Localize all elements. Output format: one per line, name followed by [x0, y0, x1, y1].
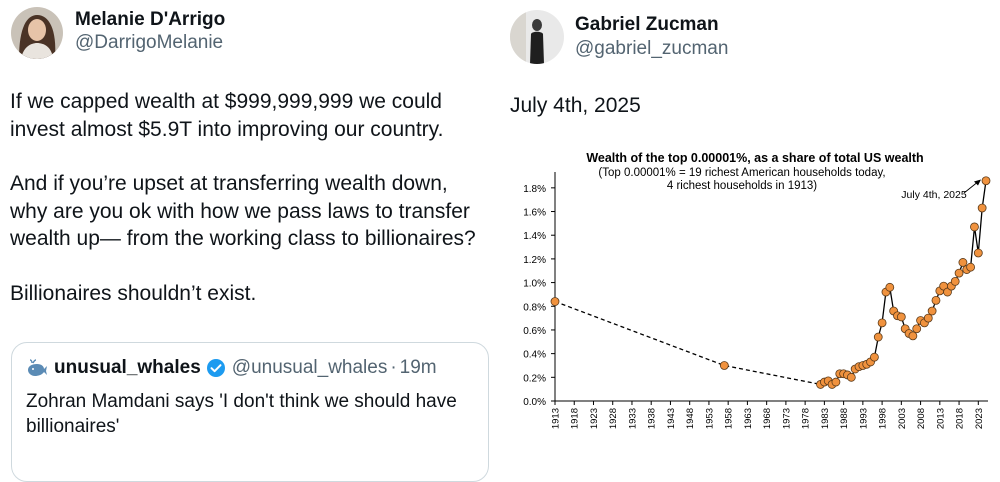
separator-dot: · — [390, 357, 397, 378]
y-tick-label: 0.2% — [523, 373, 546, 384]
y-tick-label: 1.0% — [523, 279, 546, 290]
chart-subtitle: 4 richest households in 1913) — [667, 180, 817, 192]
data-point — [877, 318, 887, 328]
y-axis-ticks: 0.0% 0.2% 0.4% 0.6% 0.8% 1.0% 1.2% 1.4% 1.6% 1.8% — [523, 184, 555, 408]
data-point — [970, 222, 979, 232]
series-lines — [554, 180, 987, 386]
x-tick-label: 1943 — [666, 408, 677, 429]
data-point — [958, 258, 968, 267]
x-tick-label: 1983 — [820, 408, 831, 429]
x-tick-label: 1948 — [685, 408, 696, 429]
chart-annotation: July 4th, 2025 — [901, 189, 967, 201]
x-tick-label: 2003 — [897, 408, 908, 429]
author-handle[interactable]: @gabriel_zucman — [575, 38, 729, 59]
left-tweet: Melanie D'Arrigo @DarrigoMelanie If we c… — [0, 0, 500, 482]
tweet-text: If we capped wealth at $999,999,999 we c… — [10, 88, 476, 307]
author-avatar[interactable] — [510, 10, 564, 64]
whale-icon — [28, 359, 47, 376]
quoted-tweet-header: unusual_whales @unusual_whales · 19m — [26, 357, 437, 379]
data-point — [950, 276, 960, 286]
chart-title: Wealth of the top 0.00001%, as a share o… — [586, 151, 923, 165]
profile-photo-icon — [11, 7, 63, 59]
author-name[interactable]: Gabriel Zucman — [575, 14, 719, 35]
chart-subtitle: (Top 0.00001% = 19 richest American hous… — [598, 167, 885, 179]
x-tick-label: 1958 — [724, 408, 735, 429]
right-tweet: Gabriel Zucman @gabriel_zucman July 4th,… — [500, 0, 1000, 461]
data-point — [931, 295, 941, 305]
x-tick-label: 1913 — [551, 408, 562, 429]
data-point — [981, 176, 991, 186]
tweet-line: invest almost $5.9T into improving our c… — [10, 117, 444, 141]
x-tick-label: 2018 — [955, 408, 966, 429]
x-tick-label: 1953 — [704, 408, 715, 429]
annotation-arrowhead — [974, 179, 981, 186]
tweet-line: And if you’re upset at transferring weal… — [10, 172, 448, 195]
x-tick-label: 1963 — [743, 408, 754, 429]
data-point — [927, 306, 937, 316]
y-tick-label: 1.8% — [523, 184, 546, 195]
quoted-tweet-card[interactable]: unusual_whales @unusual_whales · 19m Zoh… — [11, 342, 489, 482]
x-tick-label: 1968 — [762, 408, 773, 429]
quoted-tweet-text: Zohran Mamdani says 'I don't think we sh… — [26, 389, 457, 439]
data-point — [719, 361, 729, 370]
author-name[interactable]: Melanie D'Arrigo — [75, 9, 226, 30]
x-tick-label: 1998 — [878, 408, 889, 429]
data-point — [870, 352, 879, 362]
x-tick-label: 1978 — [801, 408, 812, 429]
data-point — [846, 372, 856, 382]
x-tick-label: 1988 — [839, 408, 850, 429]
x-tick-label: 1928 — [608, 408, 619, 429]
data-point — [831, 377, 841, 387]
data-point — [873, 332, 883, 342]
x-tick-label: 2008 — [916, 408, 927, 429]
data-point — [912, 324, 922, 334]
tweet-line: why are you ok with how we pass laws to … — [10, 199, 470, 223]
data-point — [977, 203, 987, 213]
x-tick-label: 2023 — [974, 408, 985, 429]
y-tick-label: 0.8% — [523, 302, 546, 313]
data-point — [954, 268, 964, 278]
quoted-timestamp[interactable]: 19m — [399, 357, 437, 378]
data-point — [966, 262, 976, 272]
wealth-share-chart: 0.0% 0.2% 0.4% 0.6% 0.8% 1.0% 1.2% 1.4% 1.6% 1.8%… — [523, 151, 991, 429]
quoted-author-name[interactable]: unusual_whales — [54, 357, 201, 378]
x-tick-label: 1938 — [647, 408, 658, 429]
tweet-text: July 4th, 2025 — [510, 94, 641, 117]
data-point — [908, 331, 918, 341]
author-handle[interactable]: @DarrigoMelanie — [75, 32, 224, 53]
verified-badge-icon — [206, 359, 225, 377]
x-tick-label: 1923 — [589, 408, 600, 429]
tweet-line: Billionaires shouldn’t exist. — [10, 281, 257, 305]
author-avatar[interactable] — [11, 7, 63, 59]
data-point — [923, 313, 933, 323]
x-tick-label: 1933 — [627, 408, 638, 429]
y-tick-label: 0.4% — [523, 350, 546, 361]
profile-photo-icon — [510, 10, 564, 64]
tweet-line: If we capped wealth at $999,999,999 we c… — [10, 90, 442, 113]
data-point — [896, 312, 906, 322]
x-tick-label: 1993 — [858, 408, 869, 429]
x-tick-label: 1973 — [781, 408, 792, 429]
y-tick-label: 1.2% — [523, 255, 546, 266]
x-tick-label: 1918 — [570, 408, 581, 429]
quoted-line: Zohran Mamdani says 'I don't think we sh… — [26, 391, 457, 412]
chart-axes — [554, 172, 988, 402]
data-point — [550, 297, 560, 306]
series-line-dashed — [554, 300, 821, 386]
x-tick-label: 2013 — [935, 408, 946, 429]
series-line — [820, 180, 987, 386]
quoted-author-handle[interactable]: @unusual_whales — [231, 357, 388, 378]
y-tick-label: 0.0% — [523, 397, 546, 408]
y-tick-label: 1.6% — [523, 208, 546, 219]
tweet-line: wealth up— from the working class to bil… — [10, 227, 476, 250]
y-tick-label: 0.6% — [523, 326, 546, 337]
data-point — [885, 282, 895, 292]
quoted-line: billionaires' — [26, 416, 120, 437]
data-points — [550, 176, 991, 389]
y-tick-label: 1.4% — [523, 231, 546, 242]
x-axis-ticks: 1913 1918 1923 1928 1933 1938 1943 1948 1953 1958… — [551, 401, 985, 429]
data-point — [973, 248, 983, 258]
